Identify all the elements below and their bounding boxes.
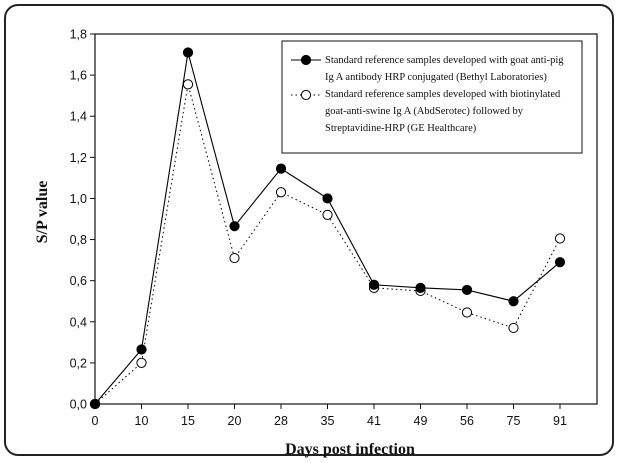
legend-text-line: Standard reference samples developed wit… [325, 55, 564, 66]
x-tick-label: 20 [228, 414, 242, 428]
legend-marker-open [300, 89, 312, 101]
legend-text-line: Streptavidine-HRP (GE Healthcare) [325, 123, 477, 134]
series-1-point [554, 257, 566, 268]
legend-text-line: goat-anti-swine Ig A (AbdSerotec) follow… [325, 106, 524, 117]
series-1-point [322, 193, 333, 204]
x-tick-label: 56 [460, 414, 474, 428]
x-tick-label: 35 [321, 414, 335, 428]
series-2-point [322, 209, 333, 220]
y-tick-label: 0,2 [70, 356, 87, 370]
legend-box [281, 40, 583, 154]
series-2-point [508, 322, 519, 334]
ticks: 0,0 0,2 0,4 0,6 0,8 1,0 1,2 1,4 1,6 1,8 0 10 15 20 28 3… [70, 28, 567, 429]
legend-text-line: Standard reference samples developed wit… [325, 89, 561, 100]
y-tick-label: 1,6 [70, 69, 87, 83]
series-1-point [508, 296, 519, 307]
x-tick-label: 15 [181, 414, 195, 428]
y-tick-label: 0,0 [70, 398, 87, 412]
x-axis-title: Days post infection [285, 441, 415, 458]
axes [94, 33, 598, 405]
x-tick-label: 41 [367, 414, 381, 428]
x-tick-label: 91 [553, 414, 567, 428]
y-tick-label: 1,8 [70, 28, 87, 42]
series-1-point [368, 279, 380, 290]
y-tick-label: 1,2 [70, 151, 87, 165]
series-2-point [461, 307, 473, 318]
legend-text-line: Ig A antibody HRP conjugated (Bethyl Lab… [325, 72, 547, 83]
series-1-point [229, 221, 240, 232]
y-tick-label: 0,6 [70, 274, 87, 288]
series-2-point [229, 252, 240, 264]
legend-marker-filled [300, 54, 312, 66]
x-tick-label: 0 [92, 414, 99, 428]
series-1-point [182, 47, 194, 58]
series-1-point [136, 344, 147, 355]
x-tick-label: 28 [274, 414, 288, 428]
y-tick-label: 0,8 [70, 233, 87, 247]
series-1-point [89, 398, 101, 410]
y-tick-label: 1,0 [70, 192, 87, 206]
series-1-point [275, 163, 287, 174]
series-2-point [554, 233, 566, 244]
series-1-point [415, 282, 426, 293]
x-tick-label: 75 [507, 414, 521, 428]
plot-area-border [94, 33, 598, 405]
x-tick-label: 49 [414, 414, 428, 428]
series-2-point [182, 79, 194, 90]
y-axis-title: S/P value [34, 181, 51, 244]
series-points [89, 47, 566, 410]
y-tick-label: 1,4 [70, 110, 87, 124]
y-tick-label: 0,4 [70, 315, 87, 329]
series-2-point [136, 357, 147, 368]
series-1-point [461, 284, 473, 296]
x-tick-label: 10 [135, 414, 149, 428]
series-2-point [275, 187, 287, 198]
legend: Standard reference samples developed wit… [281, 40, 583, 154]
